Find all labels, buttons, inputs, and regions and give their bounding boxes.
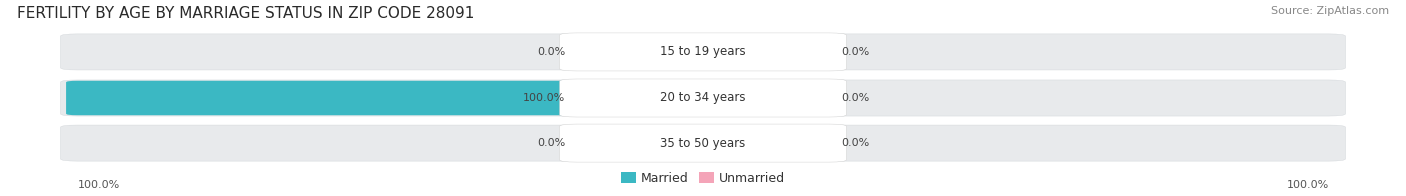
Text: FERTILITY BY AGE BY MARRIAGE STATUS IN ZIP CODE 28091: FERTILITY BY AGE BY MARRIAGE STATUS IN Z… bbox=[17, 6, 474, 21]
Text: Source: ZipAtlas.com: Source: ZipAtlas.com bbox=[1271, 6, 1389, 16]
Legend: Married, Unmarried: Married, Unmarried bbox=[616, 167, 790, 190]
Text: 15 to 19 years: 15 to 19 years bbox=[661, 45, 745, 58]
FancyBboxPatch shape bbox=[560, 79, 846, 117]
FancyBboxPatch shape bbox=[692, 126, 749, 160]
FancyBboxPatch shape bbox=[560, 33, 846, 71]
FancyBboxPatch shape bbox=[692, 81, 749, 115]
FancyBboxPatch shape bbox=[560, 124, 846, 162]
FancyBboxPatch shape bbox=[60, 80, 1346, 116]
Text: 35 to 50 years: 35 to 50 years bbox=[661, 137, 745, 150]
Text: 100.0%: 100.0% bbox=[1286, 180, 1329, 190]
Text: 20 to 34 years: 20 to 34 years bbox=[661, 92, 745, 104]
Text: 0.0%: 0.0% bbox=[841, 47, 869, 57]
Text: 0.0%: 0.0% bbox=[841, 93, 869, 103]
FancyBboxPatch shape bbox=[657, 126, 714, 160]
Text: 100.0%: 100.0% bbox=[523, 93, 565, 103]
FancyBboxPatch shape bbox=[60, 125, 1346, 161]
Text: 100.0%: 100.0% bbox=[77, 180, 120, 190]
FancyBboxPatch shape bbox=[657, 35, 714, 69]
Text: 0.0%: 0.0% bbox=[537, 138, 565, 148]
FancyBboxPatch shape bbox=[692, 35, 749, 69]
FancyBboxPatch shape bbox=[66, 81, 714, 115]
Text: 0.0%: 0.0% bbox=[841, 138, 869, 148]
FancyBboxPatch shape bbox=[60, 34, 1346, 70]
Text: 0.0%: 0.0% bbox=[537, 47, 565, 57]
